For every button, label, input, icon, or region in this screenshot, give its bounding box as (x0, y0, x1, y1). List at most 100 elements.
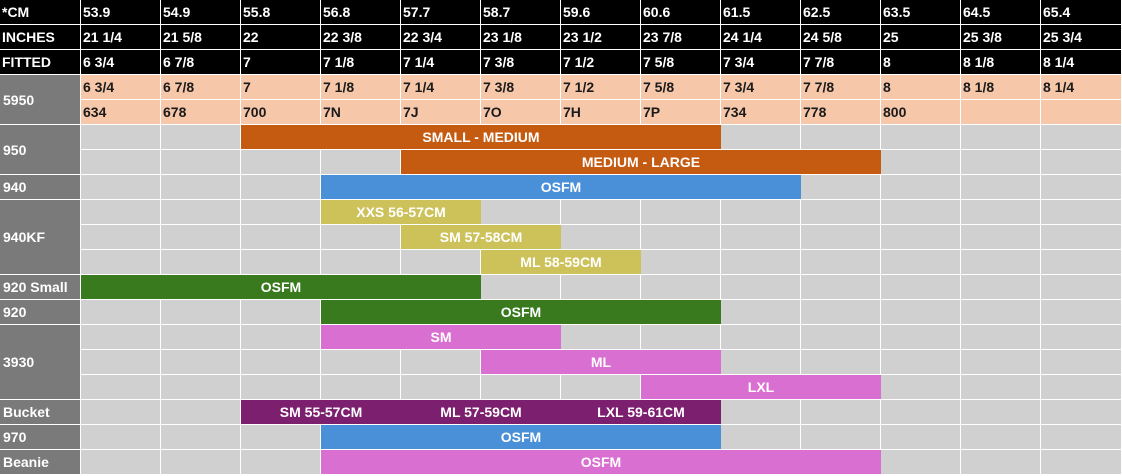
grid-cell (481, 375, 561, 400)
grid-cell (81, 150, 161, 175)
fitted-size-cell: 7 3/8 (481, 75, 561, 100)
header-value: 53.9 (81, 0, 161, 25)
grid-cell (241, 200, 321, 225)
grid-cell (1041, 325, 1122, 350)
size-bar: LXL 59-61CM (561, 400, 721, 424)
grid-cell (561, 325, 641, 350)
fitted-size-cell: 7 3/4 (721, 75, 801, 100)
grid-cell (801, 225, 881, 250)
header-value: 64.5 (961, 0, 1041, 25)
grid-cell (801, 425, 881, 450)
grid-cell (241, 225, 321, 250)
size-bar: OSFM (321, 425, 721, 449)
row-label-beanie: Beanie (0, 450, 81, 475)
header-value: 59.6 (561, 0, 641, 25)
header-value: 57.7 (401, 0, 481, 25)
row-label-5950: 5950 (0, 75, 81, 125)
header-value: 25 3/8 (961, 25, 1041, 50)
grid-cell (641, 250, 721, 275)
grid-cell (161, 350, 241, 375)
grid-cell (241, 250, 321, 275)
grid-cell (1041, 275, 1122, 300)
header-value: 7 3/8 (481, 50, 561, 75)
grid-cell (161, 250, 241, 275)
grid-cell (961, 225, 1041, 250)
row-label-920-small: 920 Small (0, 275, 81, 300)
header-value: 8 1/8 (961, 50, 1041, 75)
grid-cell (1041, 175, 1122, 200)
fitted-size-cell: 7 1/8 (321, 75, 401, 100)
grid-cell (241, 375, 321, 400)
grid-cell (241, 350, 321, 375)
header-value: 23 1/8 (481, 25, 561, 50)
size-bar: SM 55-57CM (241, 400, 401, 424)
grid-cell (1041, 400, 1122, 425)
fitted-size-cell: 7 1/2 (561, 75, 641, 100)
grid-cell (401, 350, 481, 375)
size-code-cell (1041, 100, 1122, 125)
grid-cell (961, 425, 1041, 450)
grid-cell (641, 225, 721, 250)
grid-cell (161, 400, 241, 425)
grid-cell (161, 325, 241, 350)
size-bar: MEDIUM - LARGE (401, 150, 881, 174)
grid-cell (961, 200, 1041, 225)
row-label-bucket: Bucket (0, 400, 81, 425)
grid-cell (81, 200, 161, 225)
grid-cell (561, 375, 641, 400)
grid-cell (1041, 300, 1122, 325)
grid-cell (881, 125, 961, 150)
grid-cell (81, 350, 161, 375)
header-value: 22 3/8 (321, 25, 401, 50)
grid-cell (721, 350, 801, 375)
grid-cell (881, 275, 961, 300)
row-label-940kf: 940KF (0, 200, 81, 275)
size-code-cell: 7J (401, 100, 481, 125)
header-value: 62.5 (801, 0, 881, 25)
grid-cell (881, 250, 961, 275)
grid-cell (161, 450, 241, 475)
size-code-cell: 778 (801, 100, 881, 125)
fitted-size-cell: 6 7/8 (161, 75, 241, 100)
grid-cell (241, 150, 321, 175)
fitted-size-cell: 6 3/4 (81, 75, 161, 100)
grid-cell (721, 250, 801, 275)
size-bar: XXS 56-57CM (321, 200, 481, 224)
grid-cell (721, 325, 801, 350)
grid-cell (1041, 225, 1122, 250)
grid-cell (721, 225, 801, 250)
grid-cell (1041, 450, 1122, 475)
grid-cell (561, 225, 641, 250)
grid-cell (1041, 125, 1122, 150)
size-bar: SM (321, 325, 561, 349)
header-value: 25 3/4 (1041, 25, 1122, 50)
grid-cell (641, 325, 721, 350)
header-value: 8 (881, 50, 961, 75)
header-value: 54.9 (161, 0, 241, 25)
header-value: 22 (241, 25, 321, 50)
grid-cell (721, 300, 801, 325)
grid-cell (961, 150, 1041, 175)
header-label: FITTED (0, 50, 81, 75)
grid-cell (641, 275, 721, 300)
grid-cell (881, 300, 961, 325)
fitted-size-cell: 7 (241, 75, 321, 100)
fitted-size-cell: 8 1/4 (1041, 75, 1122, 100)
size-bar: OSFM (321, 450, 881, 474)
header-value: 21 5/8 (161, 25, 241, 50)
grid-cell (321, 150, 401, 175)
grid-cell (641, 200, 721, 225)
grid-cell (1041, 350, 1122, 375)
grid-cell (161, 300, 241, 325)
grid-cell (161, 375, 241, 400)
fitted-size-cell: 7 7/8 (801, 75, 881, 100)
header-value: 23 7/8 (641, 25, 721, 50)
header-value: 7 3/4 (721, 50, 801, 75)
grid-cell (481, 200, 561, 225)
grid-cell (161, 150, 241, 175)
header-value: 8 1/4 (1041, 50, 1122, 75)
header-value: 25 (881, 25, 961, 50)
row-label-3930: 3930 (0, 325, 81, 400)
grid-cell (961, 450, 1041, 475)
